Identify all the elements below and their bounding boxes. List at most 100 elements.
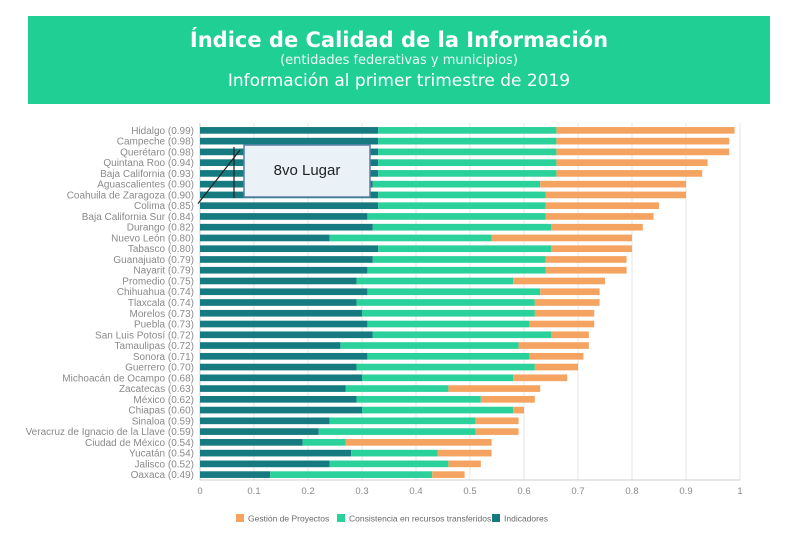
x-tick-label: 0.7 [571,486,584,497]
bar-segment-indicadores [200,277,357,285]
bar-segment-gestion [551,223,643,231]
bar-segment-consistencia [356,299,535,306]
bar-segment-gestion [529,352,584,360]
chart-period: Información al primer trimestre de 2019 [227,71,571,91]
bar-segment-gestion [540,288,600,296]
category-label: Tamaulipas (0.72) [115,341,194,352]
bar-segment-gestion [529,320,595,328]
bar-segment-consistencia [345,385,449,392]
bar-segment-gestion [551,245,632,253]
bar-segment-consistencia [318,428,476,435]
category-label: Morelos (0.73) [130,309,194,320]
bar-segment-consistencia [367,266,546,274]
bar-segment-gestion [518,342,589,349]
bar-segment-indicadores [200,460,330,468]
bar-segment-gestion [437,449,492,457]
bar-segment-gestion [513,374,568,382]
legend-label-consistencia: Consistencia en recursos transferidos [349,514,491,524]
bar-segment-indicadores [200,266,368,274]
legend-label-gestion: Gestión de Proyectos [248,514,329,524]
callout-box [243,144,371,198]
bar-segment-indicadores [200,137,379,145]
bar-segment-indicadores [200,385,346,392]
bar-segment-indicadores [200,439,303,446]
bar-segment-indicadores [200,213,368,220]
bar-segment-consistencia [367,213,546,220]
category-label: Sonora (0.71) [133,352,194,363]
category-label: Colima (0.85) [134,201,194,212]
bar-segment-indicadores [200,428,319,435]
bar-segment-gestion [534,363,578,371]
bar-segment-indicadores [200,299,357,306]
bar-segment-consistencia [329,417,476,425]
category-label: Tabasco (0.80) [128,244,194,255]
bar-segment-consistencia [372,223,551,231]
bar-segment-gestion [556,170,703,177]
x-tick-label: 0.9 [679,486,692,497]
x-tick-label: 0.2 [301,486,314,497]
x-tick-label: 0.3 [355,486,368,497]
bar-segment-indicadores [200,449,352,457]
category-label: Aguascalientes (0.90) [97,180,194,191]
bar-segment-consistencia [378,245,551,253]
category-label: Baja California (0.93) [100,169,194,180]
chart-title: Índice de Calidad de la Información [189,28,609,52]
bar-segment-gestion [556,159,708,166]
category-label: Zacatecas (0.63) [119,384,194,395]
header-banner: Índice de Calidad de la Información (ent… [28,16,770,104]
bar-segment-consistencia [356,395,481,403]
bar-segment-consistencia [367,288,541,296]
x-tick-label: 0.4 [409,486,422,497]
bar-segment-gestion [345,439,492,446]
bar-segment-consistencia [329,234,492,242]
bar-segment-consistencia [362,406,514,414]
bar-segment-consistencia [378,191,546,199]
bar-segment-indicadores [200,352,368,360]
x-tick-label: 0.1 [247,486,260,497]
bar-segment-consistencia [302,439,346,446]
bar-segment-consistencia [372,180,541,188]
bar-segment-indicadores [200,331,373,339]
bar-segment-gestion [556,127,735,134]
bar-segment-gestion [540,180,686,188]
bar-segment-consistencia [356,277,514,285]
bar-segment-indicadores [200,471,271,478]
bar-segment-indicadores [200,406,362,414]
bar-segment-gestion [480,395,535,403]
bar-segment-indicadores [200,363,357,371]
bar-segment-indicadores [200,395,357,403]
bar-segment-indicadores [200,202,379,210]
bar-segment-consistencia [378,127,557,134]
chart-subtitle: (entidades federativas y municipios) [280,53,518,68]
callout-pointer [197,149,241,205]
category-label: Promedio (0.75) [122,276,194,287]
bar-segment-gestion [513,277,605,285]
category-label: Nuevo León (0.80) [111,233,194,244]
legend-swatch-indicadores [492,514,500,522]
bar-segment-indicadores [200,342,341,349]
bar-segment-gestion [534,309,595,317]
bar-segment-indicadores [200,234,330,242]
bar-segment-consistencia [356,363,535,371]
bar-segment-gestion [545,213,654,220]
category-label: Ciudad de México (0.54) [85,438,194,449]
bar-segment-indicadores [200,256,373,263]
bar-segment-gestion [432,471,465,478]
category-label: Tlaxcala (0.74) [128,298,194,309]
bar-segment-consistencia [378,202,546,210]
category-label: Michoacán de Ocampo (0.68) [62,373,194,384]
category-label: San Luis Potosí (0.72) [95,330,194,341]
category-label: Durango (0.82) [127,223,194,234]
bar-segment-consistencia [362,374,514,382]
category-label: Baja California Sur (0.84) [82,212,194,223]
category-label: Quintana Roo (0.94) [103,158,194,169]
bar-segment-gestion [475,428,519,435]
bar-segment-indicadores [200,374,362,382]
category-label: Chihuahua (0.74) [117,287,194,298]
category-label: Nayarit (0.79) [133,266,194,277]
bar-segment-consistencia [351,449,438,457]
callout-label: 8vo Lugar [274,162,341,179]
bar-segment-gestion [448,385,541,392]
x-tick-label: 0 [197,486,202,497]
